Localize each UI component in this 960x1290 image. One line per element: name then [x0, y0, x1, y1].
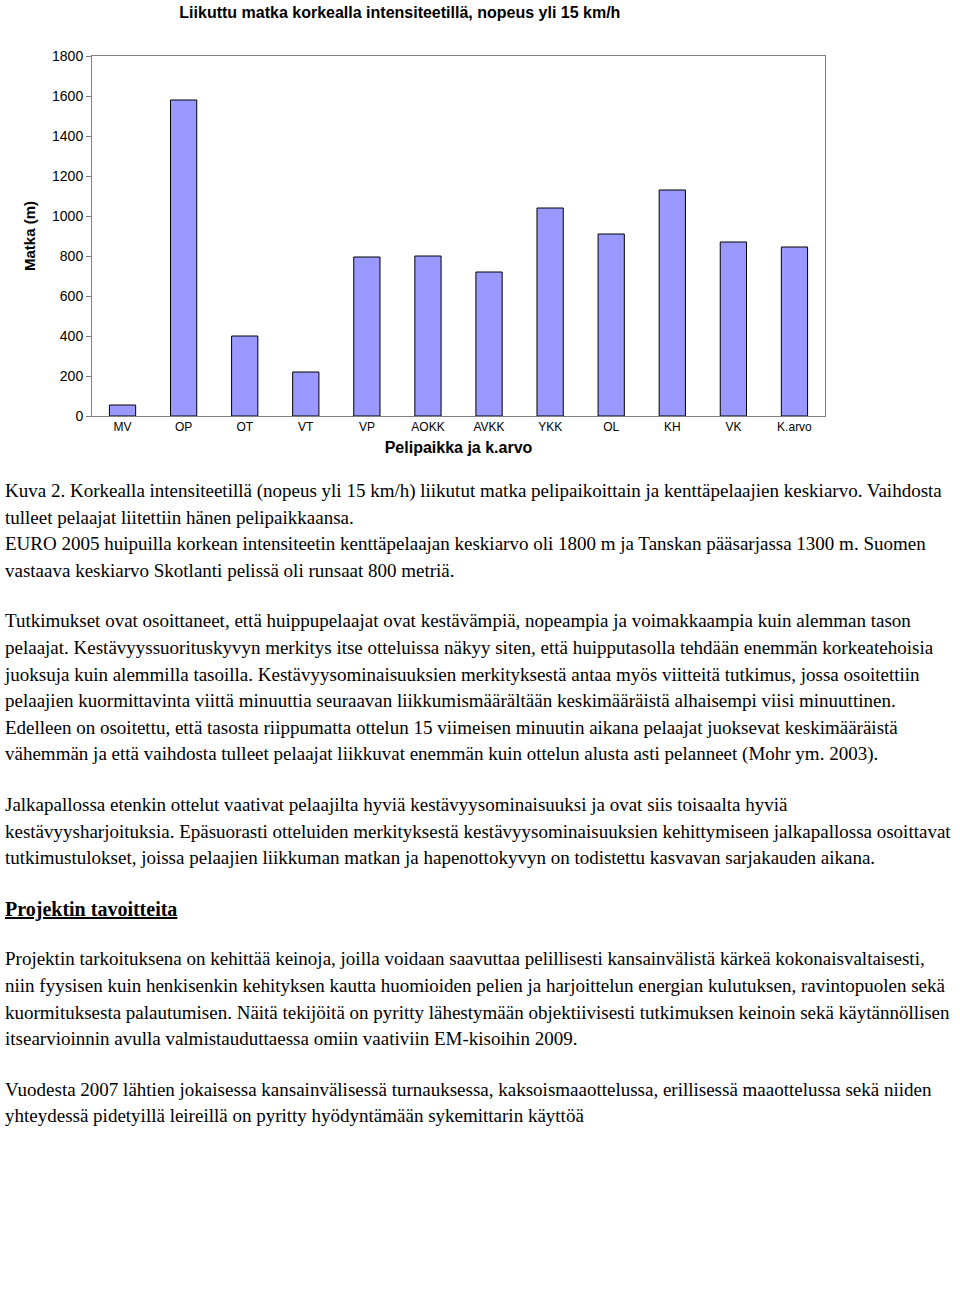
svg-text:Pelipaikka ja k.arvo: Pelipaikka ja k.arvo [385, 439, 533, 456]
html-text:Kuva 2. Korkealla intensiteeti: Kuva 2. Korkealla intensiteetillä (nopeu… [5, 480, 942, 528]
svg-text:200: 200 [60, 368, 84, 384]
svg-text:600: 600 [60, 288, 84, 304]
svg-text:1600: 1600 [52, 88, 83, 104]
svg-text:AOKK: AOKK [411, 420, 444, 434]
svg-text:1000: 1000 [52, 208, 83, 224]
svg-text:K.arvo: K.arvo [777, 420, 812, 434]
html-text:Projektin tavoitteita: Projektin tavoitteita [5, 897, 178, 920]
html-text:EURO 2005 huipuilla korkean in: EURO 2005 huipuilla korkean intensiteeti… [5, 533, 926, 581]
svg-text:OP: OP [175, 420, 192, 434]
html-text:Jalkapallossa etenkin ottelut: Jalkapallossa etenkin ottelut vaativat p… [5, 793, 951, 869]
svg-text:1200: 1200 [52, 168, 83, 184]
html-text:Projektin tarkoituksena on keh: Projektin tarkoituksena on kehittää kein… [5, 948, 950, 1050]
svg-text:OL: OL [603, 420, 619, 434]
svg-text:KH: KH [664, 420, 681, 434]
svg-text:0: 0 [75, 408, 83, 424]
html-text:Vuodesta 2007 lähtien jokaises: Vuodesta 2007 lähtien jokaisessa kansain… [5, 1078, 932, 1127]
svg-text:800: 800 [60, 248, 84, 264]
svg-text:YKK: YKK [538, 420, 562, 434]
svg-text:1400: 1400 [52, 128, 83, 144]
svg-text:VT: VT [298, 420, 314, 434]
svg-text:Liikuttu matka korkealla inten: Liikuttu matka korkealla intensiteetillä… [179, 4, 620, 21]
svg-text:MV: MV [114, 420, 132, 434]
svg-text:OT: OT [236, 420, 253, 434]
svg-text:Matka (m): Matka (m) [21, 201, 38, 271]
html-text:Tutkimukset ovat osoittaneet,: Tutkimukset ovat osoittaneet, että huipp… [5, 610, 934, 765]
svg-text:400: 400 [60, 328, 84, 344]
svg-text:VK: VK [725, 420, 741, 434]
svg-text:AVKK: AVKK [473, 420, 504, 434]
svg-text:1800: 1800 [52, 48, 83, 64]
svg-text:VP: VP [359, 420, 375, 434]
